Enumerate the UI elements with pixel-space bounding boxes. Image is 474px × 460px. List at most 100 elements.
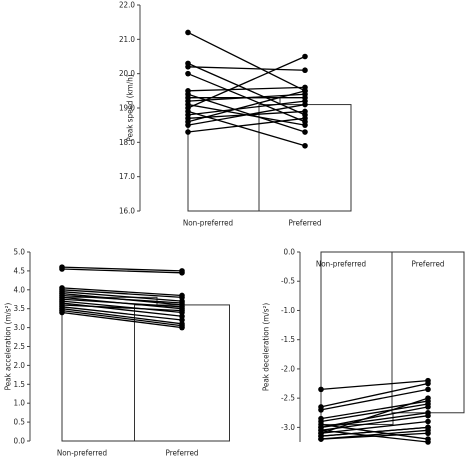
y-tick-label: -0.5	[281, 277, 295, 286]
pair-line	[61, 300, 183, 314]
category-label: Non-preferred	[57, 449, 107, 458]
point	[185, 129, 191, 135]
point	[185, 64, 191, 70]
y-tick-label: -2.0	[281, 364, 295, 373]
point	[425, 424, 431, 431]
point	[302, 101, 308, 108]
pair-line	[320, 388, 429, 411]
y-axis-label: Peak acceleration (m/s²)	[4, 302, 13, 390]
y-tick-label: 1.5	[14, 380, 25, 389]
y-tick-label: 5.0	[14, 248, 26, 257]
pair-line	[320, 403, 429, 423]
pair-line	[61, 306, 183, 321]
point	[425, 430, 431, 437]
pair-line	[187, 90, 306, 123]
y-tick-label: 18.0	[119, 138, 135, 147]
y-tick-label: 19.0	[119, 104, 135, 113]
point	[59, 266, 65, 272]
point	[302, 129, 308, 135]
pair-line	[61, 287, 183, 297]
point	[185, 91, 191, 98]
category-label: Non-preferred	[316, 260, 366, 269]
point	[318, 427, 324, 434]
point	[425, 395, 431, 401]
point	[425, 386, 431, 393]
pair-line	[320, 412, 429, 429]
pair-line	[61, 298, 183, 308]
y-tick-label: 16.0	[119, 207, 135, 216]
point	[179, 324, 185, 331]
pair-line	[61, 289, 183, 299]
point	[318, 421, 324, 428]
category-label: Preferred	[166, 449, 199, 458]
point	[185, 118, 191, 125]
y-tick-label: -3.0	[281, 423, 295, 432]
point	[185, 70, 191, 77]
point	[302, 122, 308, 128]
y-tick-label: 20.0	[119, 69, 135, 78]
pair-line	[320, 429, 429, 443]
pair-line	[61, 294, 183, 304]
y-tick-label: 21.0	[119, 35, 135, 44]
point	[425, 404, 431, 410]
y-tick-label: 22.0	[119, 1, 135, 10]
y-tick-label: 3.5	[14, 304, 25, 313]
bar	[320, 251, 394, 425]
point	[425, 412, 431, 419]
pair-line	[187, 55, 306, 109]
pair-line	[187, 103, 306, 126]
point	[425, 380, 431, 387]
point	[318, 433, 324, 439]
pair-line	[61, 268, 183, 274]
pair-line	[61, 266, 183, 272]
y-tick-label: 0.5	[14, 418, 25, 427]
y-tick-label: 0.0	[14, 437, 26, 446]
y-tick-label: 4.5	[14, 266, 25, 275]
category-label: Preferred	[412, 260, 445, 269]
y-tick-label: -1.0	[281, 306, 295, 315]
y-tick-label: 2.0	[14, 361, 26, 370]
point	[185, 29, 191, 36]
pair-line	[61, 311, 183, 329]
point	[425, 439, 431, 445]
point	[425, 418, 431, 425]
category-label: Preferred	[289, 219, 322, 228]
category-label: Non-preferred	[183, 219, 233, 228]
pair-line	[187, 31, 306, 92]
y-tick-label: 17.0	[119, 172, 135, 181]
point	[302, 53, 308, 60]
pair-line	[187, 93, 306, 133]
pair-line	[187, 86, 306, 92]
point	[179, 307, 185, 314]
y-tick-label: -2.5	[281, 394, 295, 403]
point	[302, 88, 308, 94]
pair-line	[61, 304, 183, 312]
y-tick-label: -1.5	[281, 335, 295, 344]
pair-line	[320, 379, 429, 391]
y-tick-label: 2.5	[14, 342, 25, 351]
point	[302, 142, 308, 149]
point	[318, 407, 324, 413]
pair-line	[187, 66, 306, 71]
y-tick-label: 3.0	[14, 323, 26, 332]
pair-line	[320, 406, 429, 429]
pair-line	[187, 100, 306, 116]
point	[318, 386, 324, 393]
pair-line	[320, 420, 429, 434]
y-tick-label: 1.0	[14, 399, 26, 408]
pair-line	[61, 309, 183, 327]
pair-line	[320, 382, 429, 408]
pair-line	[187, 117, 306, 133]
pair-line	[61, 291, 183, 302]
y-axis-label: Peak deceleration (m/s²)	[262, 303, 271, 391]
point	[179, 269, 185, 276]
y-tick-label: 4.0	[14, 285, 26, 294]
y-tick-label: 0.0	[284, 248, 296, 257]
point	[302, 108, 308, 115]
y-axis-label: Peak speed (km/h)	[126, 74, 135, 141]
point	[302, 115, 308, 122]
point	[59, 309, 65, 316]
point	[302, 67, 308, 74]
pair-line	[61, 308, 183, 325]
